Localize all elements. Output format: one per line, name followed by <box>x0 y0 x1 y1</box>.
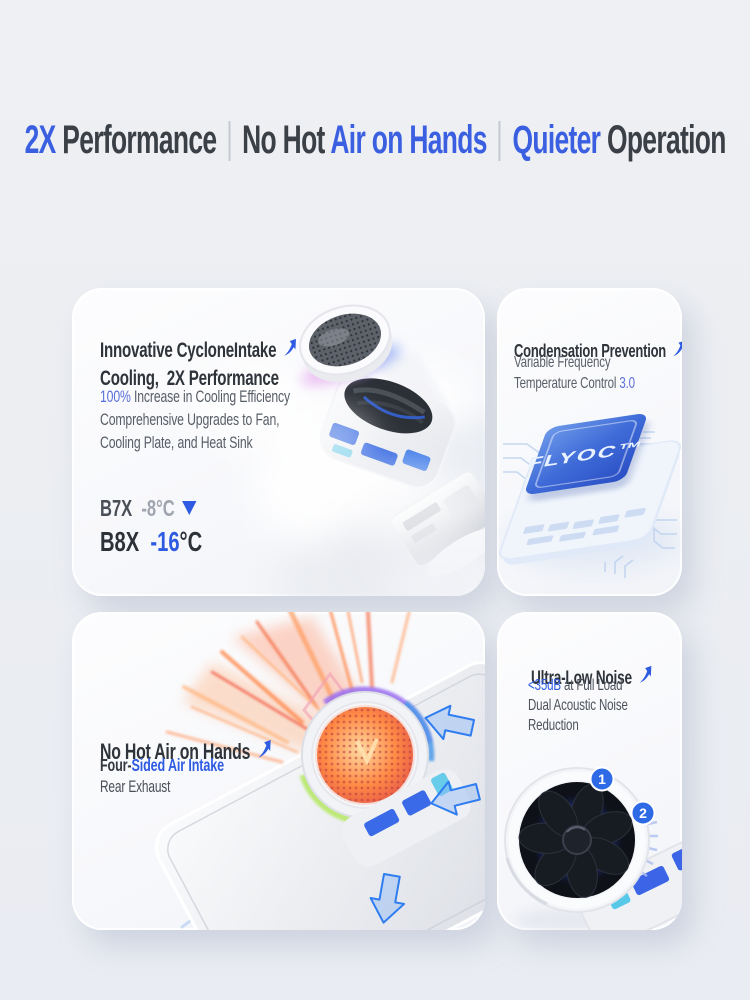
chip-label: FLYOC™ <box>524 438 646 473</box>
compare-row-b7x: B7X -8°C <box>100 492 202 524</box>
card-desc-condensation: Variable Frequency Temperature Control 3… <box>514 354 635 392</box>
headline-seg-no-hot-air: No Hot Air on Hands <box>241 118 487 162</box>
card-title-cyclone: Innovative CycloneIntake Cooling, 2X Per… <box>100 337 299 393</box>
arrow-up-right-icon <box>639 665 652 683</box>
headline-divider <box>498 120 501 161</box>
card-desc-airflow: Four-Sided Air Intake Rear Exhaust <box>100 755 224 796</box>
fan-front-illustration: 1 2 <box>504 766 682 930</box>
headline: 2X Performance No Hot Air on Hands Quiet… <box>0 118 750 163</box>
temp-accent-minus16: -16 <box>150 526 180 557</box>
desc-accent-100pct: 100% <box>100 387 131 406</box>
svg-text:1: 1 <box>598 771 606 787</box>
headline-divider <box>228 120 231 161</box>
card-no-hot-air: No Hot Air on Hands Four-Sided Air Intak… <box>72 612 485 930</box>
temperature-comparison: B7X -8°C B8X -16 °C <box>100 492 202 558</box>
desc-accent-four-sided: Sided Air Intake <box>131 755 224 775</box>
card-condensation-prevention: FLYOC™ Condensation Prevention Variable … <box>497 288 682 596</box>
headline-accent-2x: 2X <box>24 118 56 162</box>
card-title-condensation: Condensation Prevention <box>514 339 682 362</box>
card-cyclone-cooling: Innovative CycloneIntake Cooling, 2X Per… <box>72 288 485 596</box>
headline-seg-quieter: Quieter Operation <box>512 118 726 162</box>
arrow-up-right-icon <box>673 341 682 357</box>
desc-accent-35db: <35dB <box>528 677 561 694</box>
badge-1: 1 <box>589 766 615 792</box>
card-desc-cyclone: 100% Increase in Cooling Efficiency Comp… <box>100 387 291 452</box>
card-title-noise: Ultra-Low Noise <box>531 664 654 691</box>
card-ultra-low-noise: 1 2 Ultra-Low Noise <35dB at Full Load D… <box>497 612 682 930</box>
arrow-up-right-icon <box>257 740 271 758</box>
chip-illustration: FLYOC™ <box>499 414 681 578</box>
compare-row-b8x: B8X -16 °C <box>100 526 203 557</box>
badge-2: 2 <box>630 800 656 826</box>
card-desc-noise: <35dB at Full Load Dual Acoustic Noise R… <box>528 677 628 734</box>
card-title-airflow: No Hot Air on Hands <box>100 738 273 766</box>
svg-text:2: 2 <box>639 805 647 821</box>
headline-seg-performance: 2X Performance <box>24 118 217 162</box>
desc-accent-3-0: 3.0 <box>619 375 635 392</box>
triangle-down-icon <box>181 501 197 515</box>
arrow-up-right-icon <box>284 339 296 357</box>
